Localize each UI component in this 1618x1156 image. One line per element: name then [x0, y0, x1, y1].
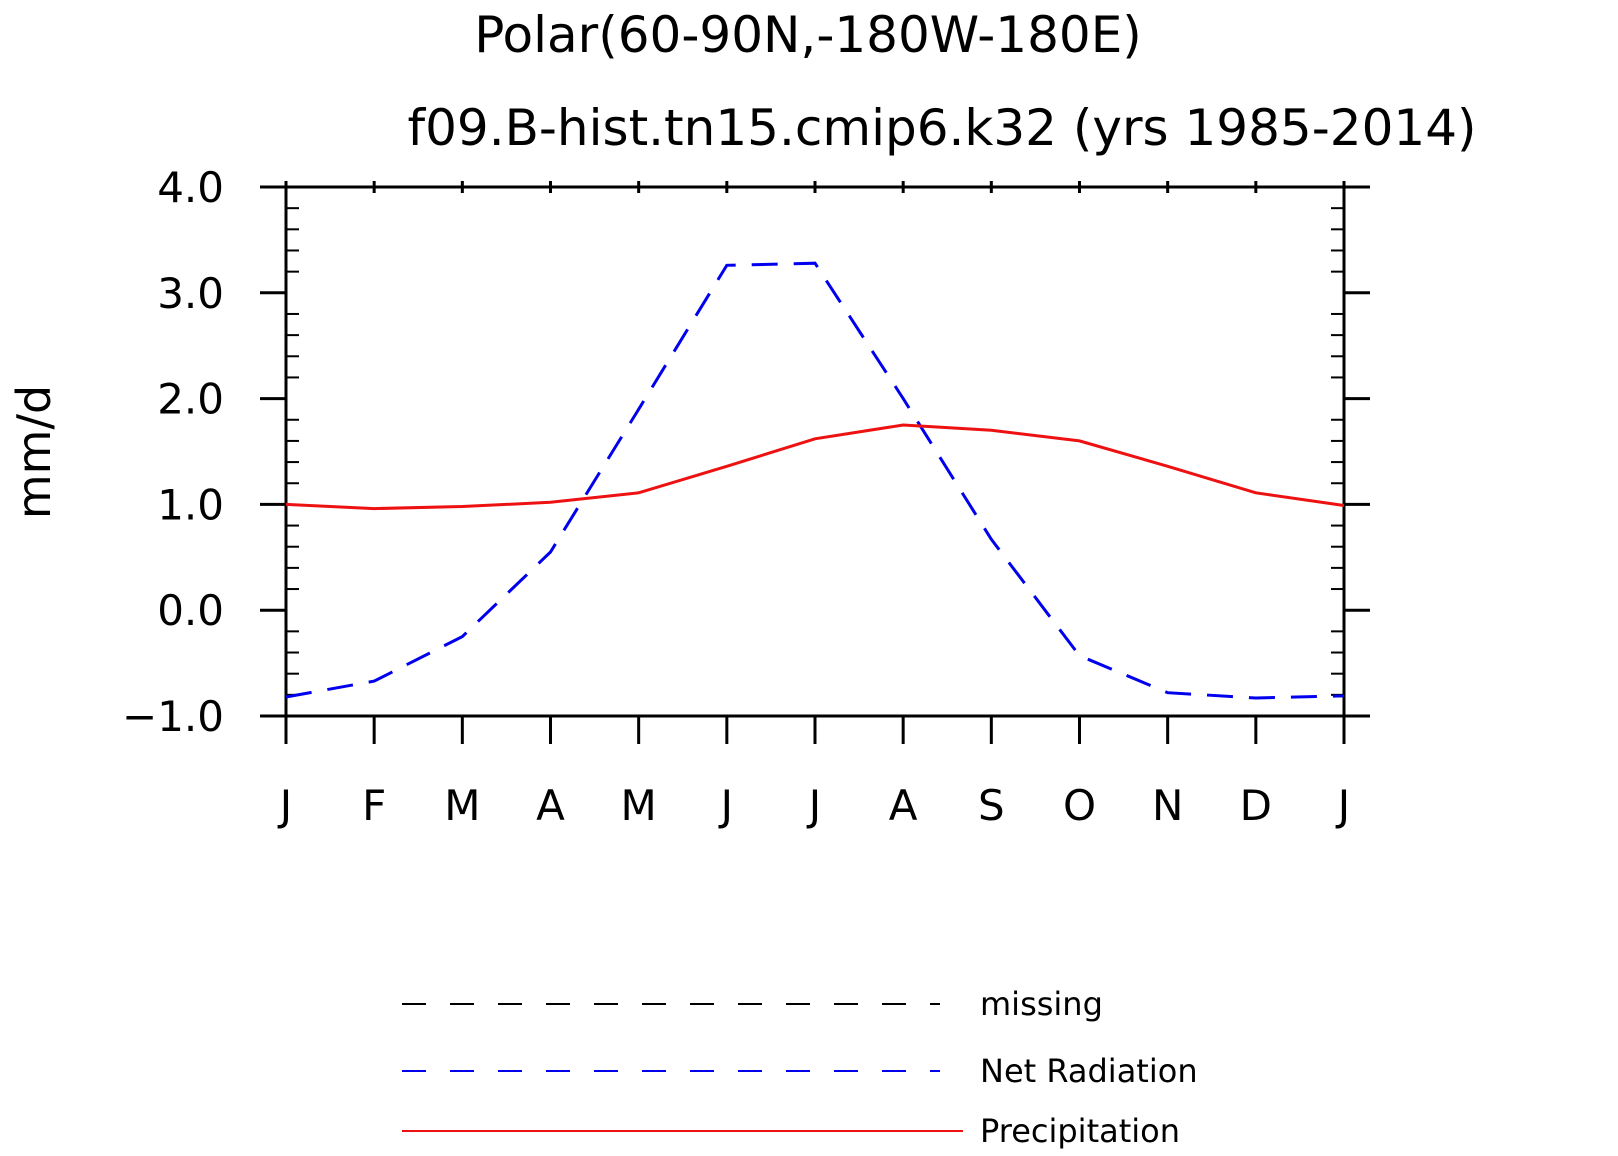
x-tick-label: D — [1240, 781, 1272, 830]
x-tick-label: A — [536, 781, 565, 830]
y-tick-label: 2.0 — [157, 375, 224, 424]
x-tick-label: M — [621, 781, 657, 830]
series-net-radiation — [285, 261, 1345, 700]
y-axis: −1.0 0.0 1.0 2.0 3.0 4.0 — [122, 163, 1370, 741]
x-tick-label: J — [718, 781, 733, 830]
x-tick-label: J — [806, 781, 821, 830]
y-tick-label: 1.0 — [157, 480, 224, 529]
legend-item: Precipitation — [402, 1112, 1180, 1150]
legend-label: Net Radiation — [980, 1052, 1198, 1090]
x-tick-label: S — [978, 781, 1005, 830]
chart-title: Polar(60-90N,-180W-180E) — [474, 6, 1142, 64]
legend: missing Net Radiation Precipitation — [402, 985, 1198, 1150]
chart-subtitle: f09.B-hist.tn15.cmip6.k32 (yrs 1985-2014… — [407, 99, 1476, 157]
x-tick-label: J — [277, 781, 292, 830]
legend-label: missing — [980, 985, 1103, 1023]
legend-item: Net Radiation — [402, 1052, 1198, 1090]
y-tick-label: 0.0 — [157, 586, 224, 635]
y-axis-label: mm/d — [7, 385, 61, 519]
x-tick-label: O — [1063, 781, 1096, 830]
x-tick-label: N — [1152, 781, 1183, 830]
x-tick-label: F — [362, 781, 386, 830]
x-tick-label: A — [889, 781, 918, 830]
x-tick-label: J — [1335, 781, 1350, 830]
plot-border — [284, 185, 1346, 718]
x-tick-label: M — [444, 781, 480, 830]
plot-frame — [284, 185, 1346, 718]
series-layer — [285, 261, 1345, 700]
y-tick-label: −1.0 — [122, 692, 224, 741]
series-line — [285, 261, 1345, 700]
y-tick-label: 4.0 — [157, 163, 224, 212]
y-tick-label: 3.0 — [157, 269, 224, 318]
series-line — [285, 423, 1345, 511]
legend-label: Precipitation — [980, 1112, 1180, 1150]
series-precipitation — [285, 423, 1345, 511]
legend-item: missing — [402, 985, 1103, 1023]
